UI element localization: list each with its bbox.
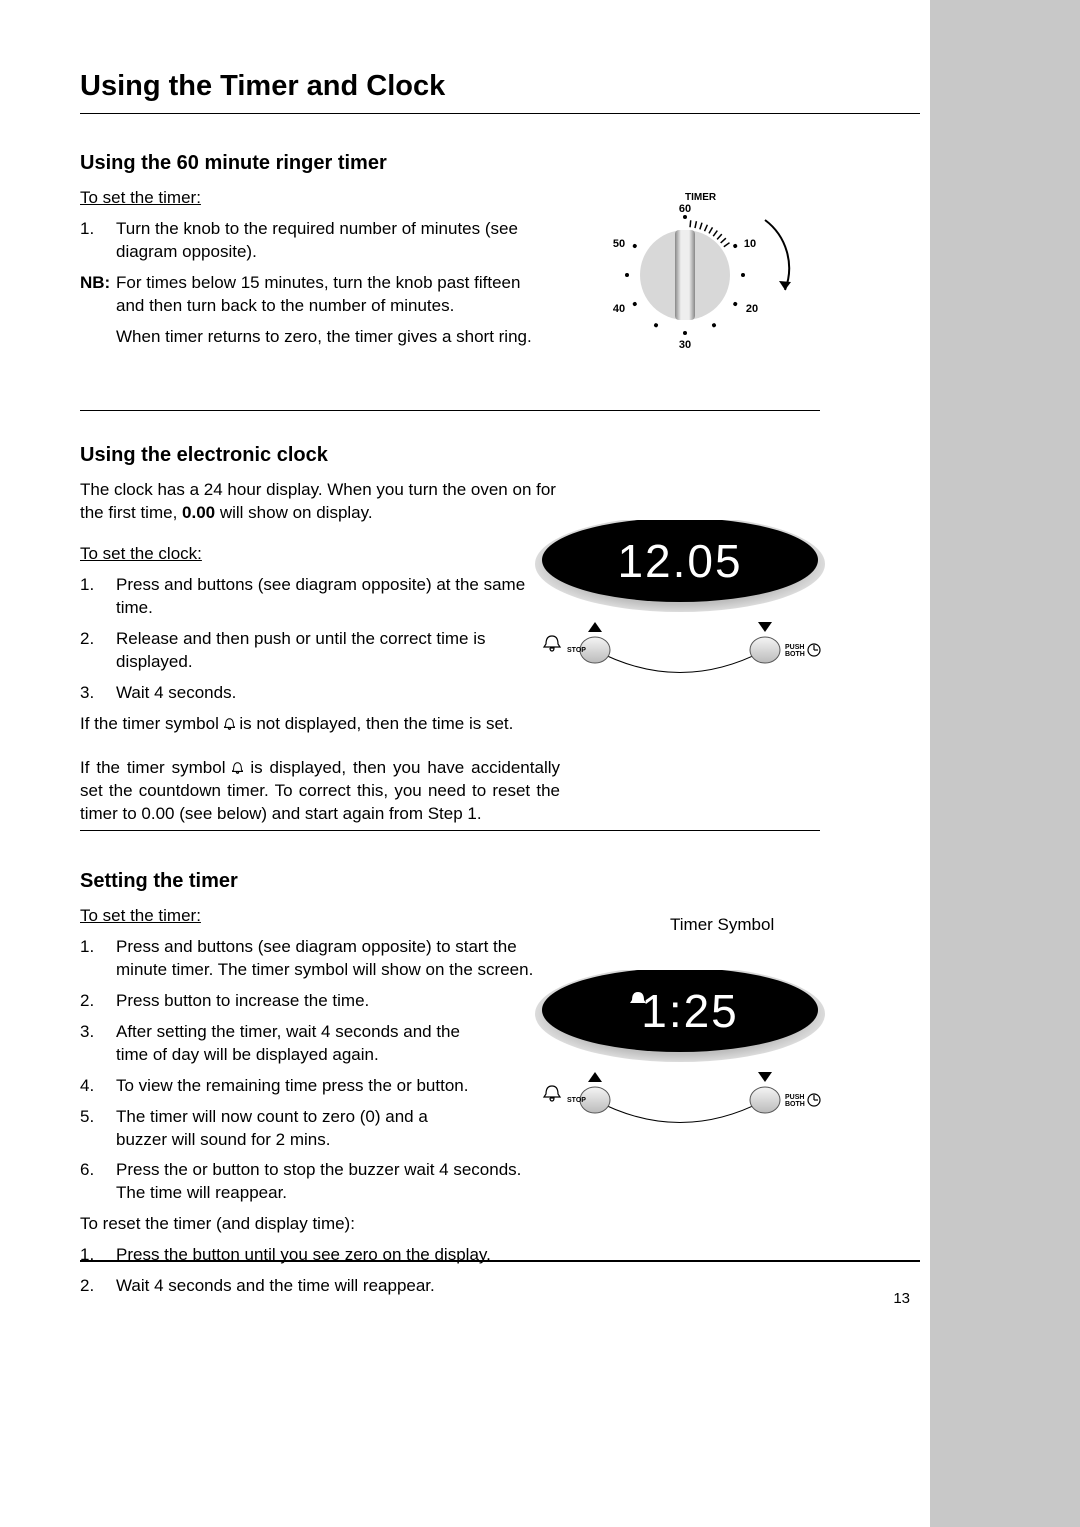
step-text: Press button to increase the time.	[116, 990, 369, 1013]
intro-text: The clock has a 24 hour display. When yo…	[80, 479, 560, 525]
svg-text:PUSH: PUSH	[785, 644, 804, 651]
section-heading: Using the electronic clock	[80, 444, 920, 467]
svg-text:STOP: STOP	[567, 647, 586, 654]
body-text: If the timer symbol is displayed, then y…	[80, 757, 560, 826]
bell-icon	[544, 636, 560, 651]
bell-icon	[544, 1086, 560, 1101]
svg-text:1:25: 1:25	[641, 985, 739, 1037]
sub-heading: To set the timer:	[80, 905, 560, 928]
body-text: To reset the timer (and display time):	[80, 1213, 560, 1236]
divider	[80, 410, 820, 411]
svg-text:20: 20	[746, 303, 758, 315]
svg-text:PUSH: PUSH	[785, 1094, 804, 1101]
svg-text:50: 50	[613, 238, 625, 250]
svg-text:BOTH: BOTH	[785, 651, 805, 658]
note-text: For times below 15 minutes, turn the kno…	[116, 272, 546, 318]
step-text: Press the or button to stop the buzzer w…	[116, 1159, 546, 1205]
body-text: If the timer symbol is not displayed, th…	[80, 713, 560, 736]
svg-text:BOTH: BOTH	[785, 1101, 805, 1108]
knob-title-icon: TIMER	[685, 192, 717, 203]
step-text: Press and buttons (see diagram opposite)…	[116, 936, 536, 982]
step-number: 1.	[80, 218, 116, 264]
svg-text:30: 30	[679, 339, 691, 351]
step-text: The timer will now count to zero (0) and…	[116, 1106, 466, 1152]
svg-text:STOP: STOP	[567, 1097, 586, 1104]
timer-symbol-label: Timer Symbol	[670, 915, 774, 935]
divider	[80, 1260, 920, 1262]
step-text: Turn the knob to the required number of …	[116, 218, 546, 264]
divider	[80, 113, 920, 114]
clock-diagram-2: 1:25 STOP PUSH BOTH	[530, 970, 830, 1140]
spacer	[80, 326, 116, 349]
step-text: Press the button until you see zero on t…	[116, 1244, 491, 1267]
note-label: NB:	[80, 272, 116, 318]
section-heading: Setting the timer	[80, 870, 920, 893]
svg-text:60: 60	[679, 203, 691, 215]
svg-text:10: 10	[744, 238, 756, 250]
clock-diagram-1: 12.05 STOP PUSH BOTH	[530, 520, 830, 690]
page-number: 13	[893, 1290, 910, 1307]
step-text: Release and then push or until the corre…	[116, 628, 546, 674]
divider	[80, 830, 820, 831]
step-text: To view the remaining time press the or …	[116, 1075, 468, 1098]
knob-diagram: TIMER	[590, 190, 830, 370]
svg-text:12.05: 12.05	[617, 535, 742, 587]
step-text: After setting the timer, wait 4 seconds …	[116, 1021, 486, 1067]
step-text: Wait 4 seconds.	[116, 682, 236, 705]
sub-heading: To set the timer:	[80, 187, 560, 210]
sub-heading: To set the clock:	[80, 543, 560, 566]
note-text: When timer returns to zero, the timer gi…	[116, 326, 532, 349]
step-text: Wait 4 seconds and the time will reappea…	[116, 1275, 435, 1298]
step-text: Press and buttons (see diagram opposite)…	[116, 574, 546, 620]
page-title: Using the Timer and Clock	[80, 70, 445, 103]
section-heading: Using the 60 minute ringer timer	[80, 152, 920, 175]
svg-text:40: 40	[613, 303, 625, 315]
